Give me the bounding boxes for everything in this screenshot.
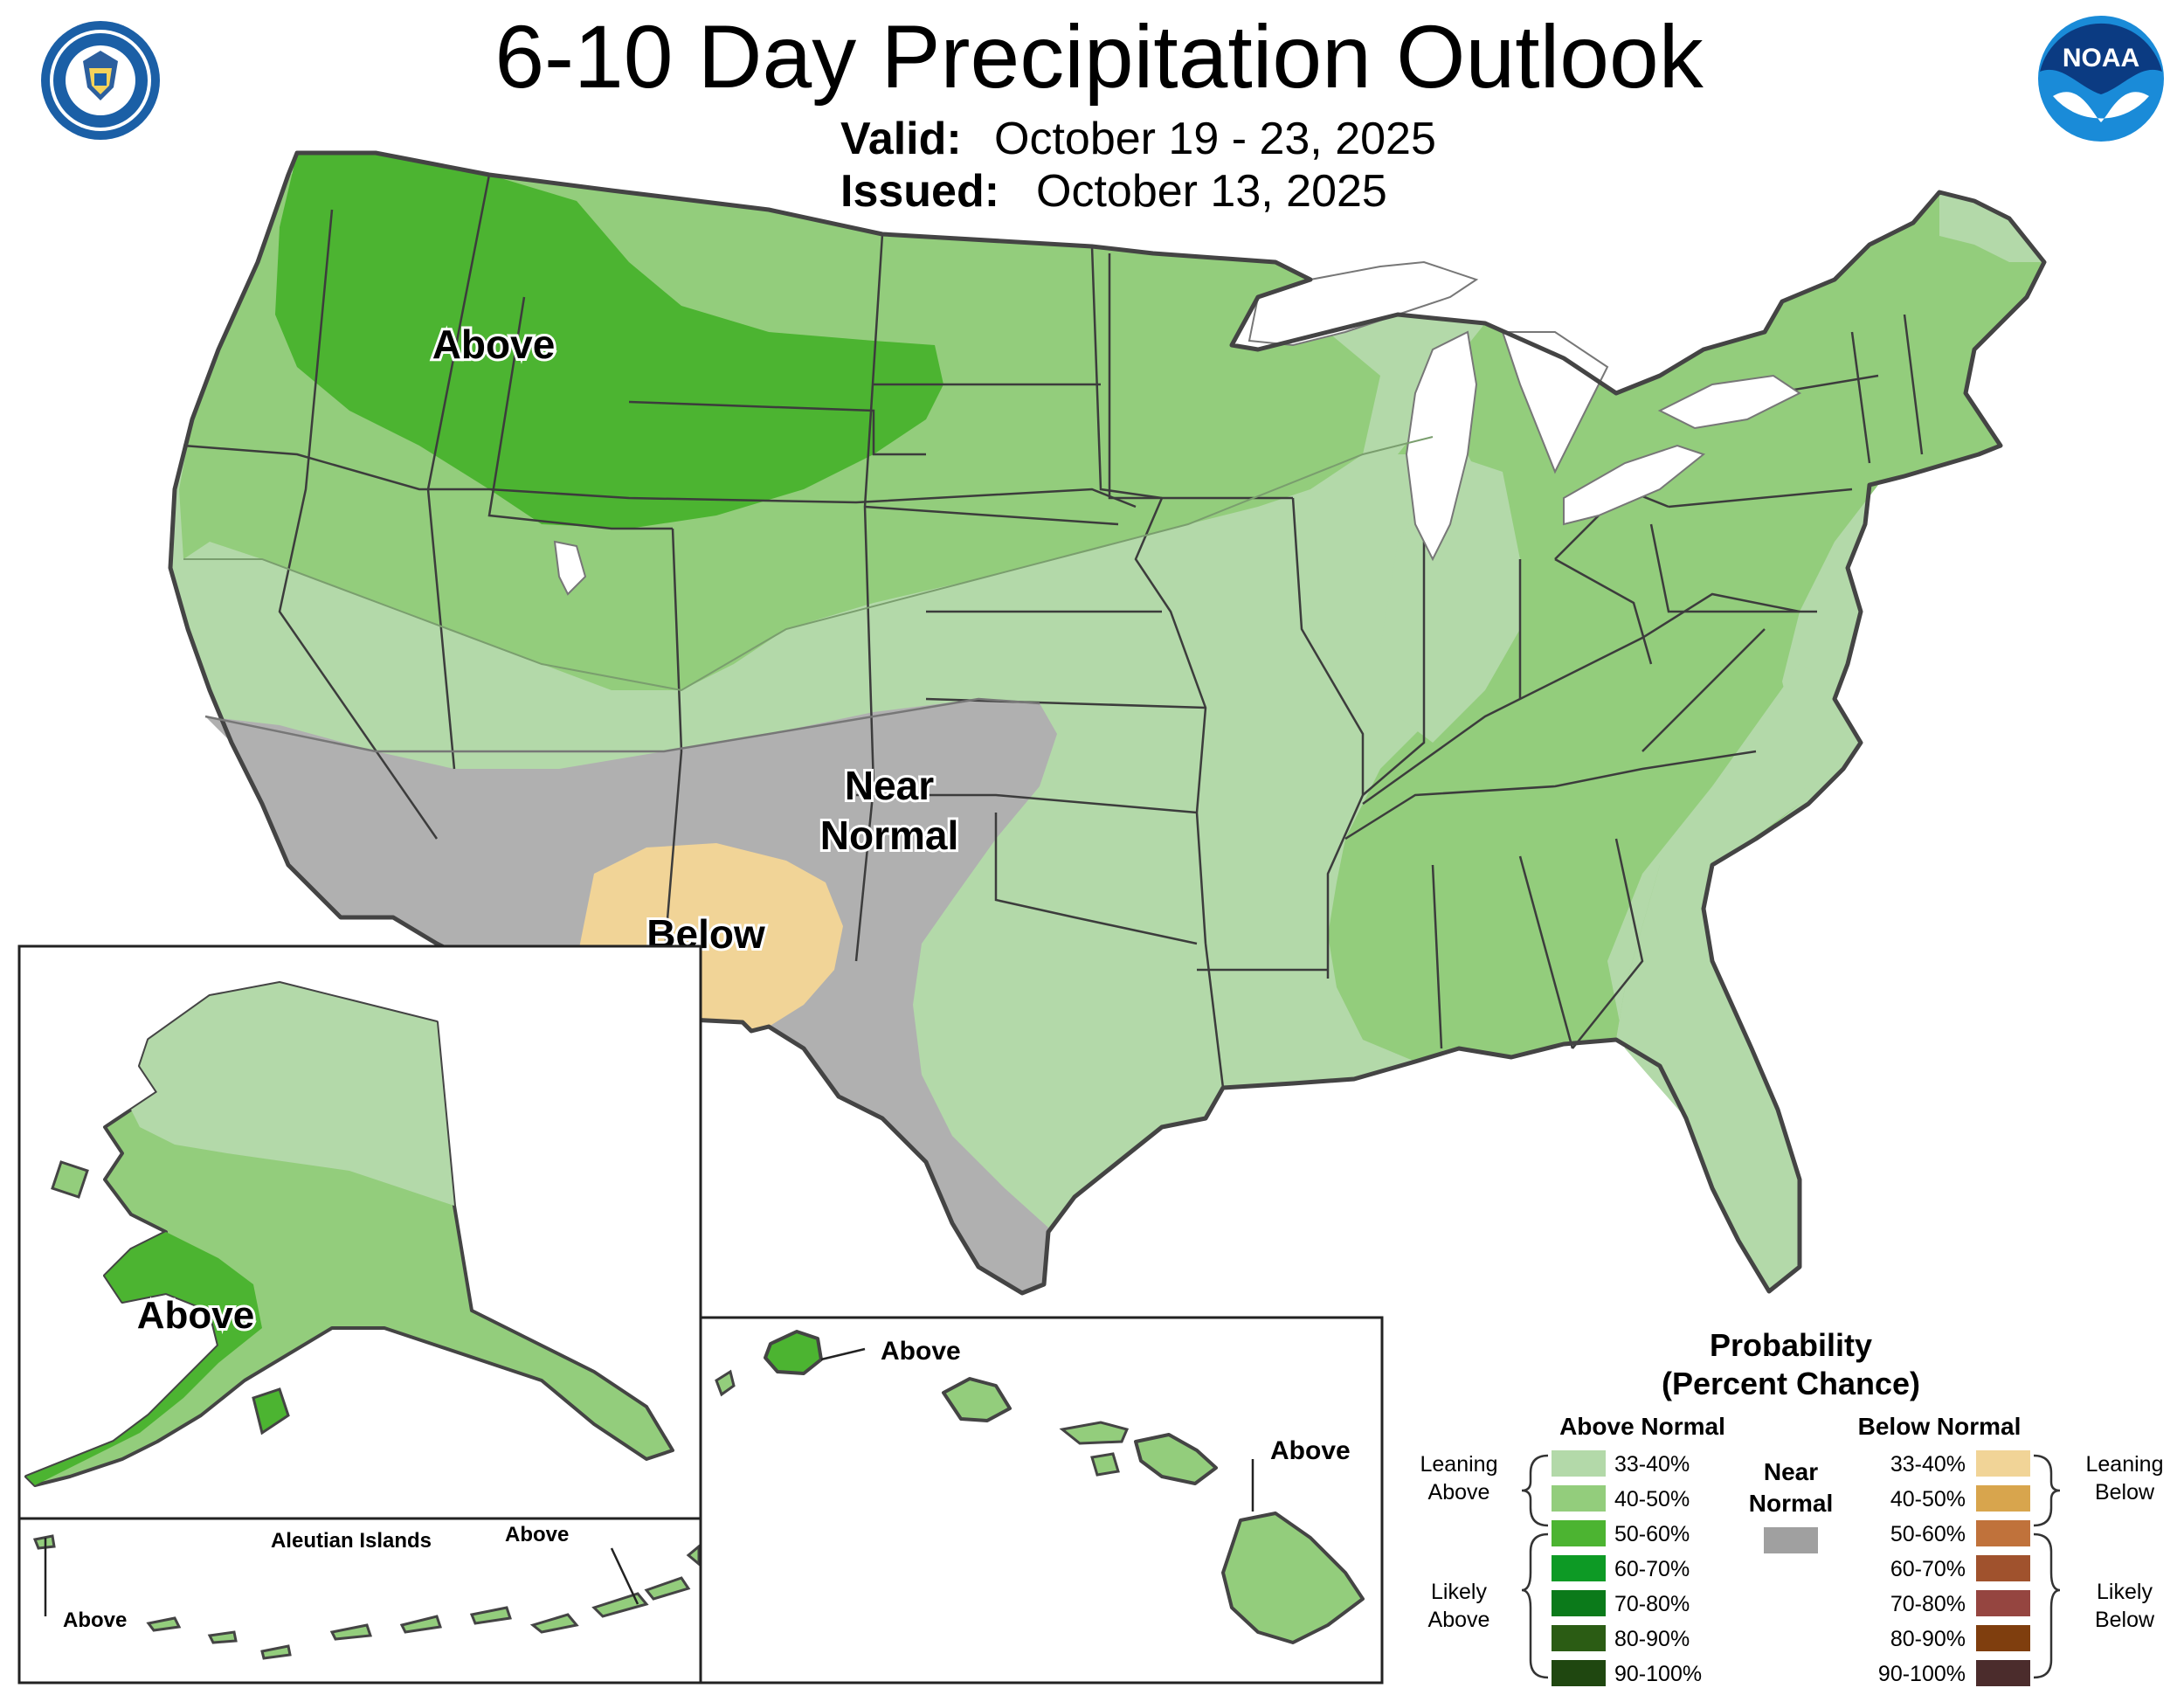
- likely-above-label-line1: Likely: [1431, 1580, 1487, 1604]
- legend-above-bin-label-5: 80-90%: [1614, 1627, 1690, 1651]
- legend-above-bin-swatch-1: [1552, 1485, 1606, 1512]
- legend-above-bin-label-4: 70-80%: [1614, 1592, 1690, 1616]
- state-boundaries: [183, 174, 1924, 1089]
- lanai-island: [1090, 1452, 1120, 1477]
- valid-label: Valid:: [840, 114, 962, 164]
- likely-above-brace: [1521, 1532, 1549, 1679]
- legend-below-bin-swatch-3: [1976, 1555, 2030, 1581]
- maui-island: [1134, 1433, 1218, 1485]
- legend-below-swatches: 33-40% 40-50% 50-60% 60-70% 70-80% 80-90% 90-1…: [1878, 1450, 2030, 1686]
- kauai-island: [764, 1330, 823, 1375]
- leaning-below-label-line2: Below: [2095, 1480, 2155, 1505]
- above-50-60-northwest-core: [275, 153, 943, 529]
- aleutian-islands-title: Aleutian Islands: [271, 1529, 432, 1553]
- issued-label: Issued:: [840, 166, 999, 217]
- contour-40-line: [183, 436, 1434, 692]
- legend-above-bin-swatch-6: [1552, 1660, 1606, 1686]
- leaning-above-brace: [1521, 1454, 1549, 1527]
- above-33-40-southeast-region: [1607, 664, 1835, 1118]
- niihau-island: [715, 1369, 736, 1397]
- legend-below-bin-swatch-2: [1976, 1520, 2030, 1546]
- conus-near-normal-label-line2: Normal: [820, 813, 958, 858]
- alaska-above-50-60-region: [26, 1232, 262, 1485]
- legend-below-bin-swatch-6: [1976, 1660, 2030, 1686]
- legend-below-bin-swatch-0: [1976, 1450, 2030, 1477]
- oahu-island: [942, 1377, 1012, 1422]
- kauai-leader-line: [820, 1347, 866, 1361]
- legend-near-normal-swatch: [1764, 1527, 1818, 1553]
- hawaii-above-bigisland-label: Above: [1270, 1436, 1351, 1465]
- legend-below-bin-label-1: 40-50%: [1890, 1487, 1966, 1512]
- molokai-island: [1059, 1421, 1130, 1445]
- legend-above-bin-label-6: 90-100%: [1614, 1662, 1702, 1686]
- legend-above-bin-swatch-2: [1552, 1520, 1606, 1546]
- conus-near-normal-label-line1: Near: [845, 763, 934, 808]
- above-40-50-east-region: [1328, 192, 2044, 1062]
- noaa-logo-icon: NOAA: [2038, 16, 2164, 142]
- leaning-below-brace: [2033, 1454, 2061, 1527]
- legend-below-bin-label-2: 50-60%: [1890, 1522, 1966, 1546]
- aleutian-island-chain: [32, 1534, 701, 1660]
- legend-above-bin-label-0: 33-40%: [1614, 1452, 1690, 1477]
- hawaii-above-kauai-label: Above: [881, 1337, 961, 1366]
- hawaii-inset: Above Above: [699, 1316, 1384, 1685]
- st-lawrence-island: [51, 1160, 89, 1199]
- likely-below-brace: [2033, 1532, 2061, 1679]
- legend-above-bin-swatch-4: [1552, 1590, 1606, 1616]
- alaska-inset: Above Aleutian Islands Above Above: [17, 944, 702, 1685]
- legend-above-bin-swatch-3: [1552, 1555, 1606, 1581]
- likely-below-label-line1: Likely: [2097, 1580, 2153, 1604]
- legend-above-bin-label-1: 40-50%: [1614, 1487, 1690, 1512]
- kodiak-island: [252, 1387, 290, 1435]
- conus-map: Above Near Normal Below: [168, 150, 2047, 1296]
- legend-below-bin-label-3: 60-70%: [1890, 1557, 1966, 1581]
- leaning-above-label-line1: Leaning: [1420, 1452, 1498, 1477]
- alaska-above-33-40-region: [131, 983, 454, 1206]
- likely-above-label-line2: Above: [1428, 1608, 1490, 1632]
- legend-below-bin-swatch-4: [1976, 1590, 2030, 1616]
- issued-date: October 13, 2025: [1036, 166, 1387, 217]
- page-title: 6-10 Day Precipitation Outlook: [494, 7, 1704, 107]
- legend-above-header: Above Normal: [1559, 1413, 1725, 1440]
- above-33-40-indiana-region: [1380, 454, 1520, 743]
- aleutian-above-east-label: Above: [505, 1523, 569, 1546]
- legend-near-normal-line1: Near: [1764, 1458, 1818, 1485]
- legend-below-bin-label-0: 33-40%: [1890, 1452, 1966, 1477]
- legend-below-bin-swatch-1: [1976, 1485, 2030, 1512]
- noaa-logo-text: NOAA: [2063, 44, 2139, 73]
- above-33-40-maine-region: [1939, 192, 2044, 262]
- legend-below-bin-swatch-5: [1976, 1625, 2030, 1651]
- legend-below-bin-label-6: 90-100%: [1878, 1662, 1966, 1686]
- legend-above-swatches: 33-40% 40-50% 50-60% 60-70% 70-80% 80-90% 90-1…: [1552, 1450, 1702, 1686]
- aleutian-east-leader-line: [610, 1547, 639, 1605]
- big-island: [1221, 1512, 1365, 1644]
- legend-below-bin-label-5: 80-90%: [1890, 1627, 1966, 1651]
- legend-below-bin-label-4: 70-80%: [1890, 1592, 1966, 1616]
- conus-above-label: Above: [432, 322, 556, 367]
- leaning-below-label-line1: Leaning: [2086, 1452, 2164, 1477]
- department-of-commerce-seal-icon: [41, 21, 160, 140]
- legend-above-bin-swatch-0: [1552, 1450, 1606, 1477]
- legend-near-normal-line2: Normal: [1749, 1490, 1833, 1517]
- aleutian-above-west-label: Above: [63, 1608, 127, 1632]
- alaska-above-label: Above: [137, 1294, 254, 1337]
- legend-title-line1: Probability: [1710, 1327, 1872, 1363]
- legend-below-header: Below Normal: [1858, 1413, 2022, 1440]
- legend-above-bin-label-3: 60-70%: [1614, 1557, 1690, 1581]
- likely-below-label-line2: Below: [2095, 1608, 2155, 1632]
- legend-above-bin-label-2: 50-60%: [1614, 1522, 1690, 1546]
- legend-above-bin-swatch-5: [1552, 1625, 1606, 1651]
- legend: Probability (Percent Chance) Above Norma…: [1420, 1327, 2164, 1686]
- contour-near-normal-line: [204, 697, 1040, 753]
- legend-title-line2: (Percent Chance): [1662, 1366, 1920, 1401]
- valid-dates: October 19 - 23, 2025: [994, 114, 1436, 164]
- leaning-above-label-line2: Above: [1428, 1480, 1490, 1505]
